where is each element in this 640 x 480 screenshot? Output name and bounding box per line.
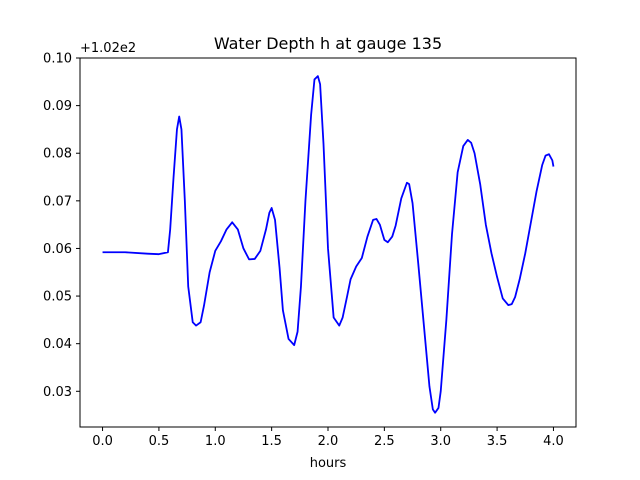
x-tick-label: 1.0 <box>205 434 226 449</box>
y-tick-label: 0.05 <box>43 290 72 305</box>
y-axis-offset-label: +1.02e2 <box>80 41 136 56</box>
y-tick-label: 0.04 <box>43 337 72 352</box>
y-tick-label: 0.07 <box>43 194 72 209</box>
x-tick-label: 2.5 <box>374 434 395 449</box>
x-tick-label: 2.0 <box>318 434 339 449</box>
x-tick-label: 4.0 <box>543 434 564 449</box>
y-tick-label: 0.06 <box>43 242 72 257</box>
y-tick-label: 0.10 <box>43 52 72 67</box>
y-tick-label: 0.03 <box>43 385 72 400</box>
y-tick-label: 0.08 <box>43 147 72 162</box>
x-tick-label: 1.5 <box>261 434 282 449</box>
y-tick-label: 0.09 <box>43 99 72 114</box>
chart-title: Water Depth h at gauge 135 <box>214 34 442 53</box>
y-axis: 0.03 0.04 0.05 0.06 0.07 0.08 0.09 0.10 <box>43 52 80 400</box>
x-axis-label: hours <box>310 456 347 471</box>
x-tick-label: 0.5 <box>149 434 170 449</box>
x-tick-label: 3.0 <box>430 434 451 449</box>
x-tick-label: 0.0 <box>92 434 113 449</box>
x-axis: 0.0 0.5 1.0 1.5 2.0 2.5 3.0 3.5 4.0 <box>92 427 564 449</box>
x-tick-label: 3.5 <box>487 434 508 449</box>
series-line-0 <box>102 75 555 414</box>
